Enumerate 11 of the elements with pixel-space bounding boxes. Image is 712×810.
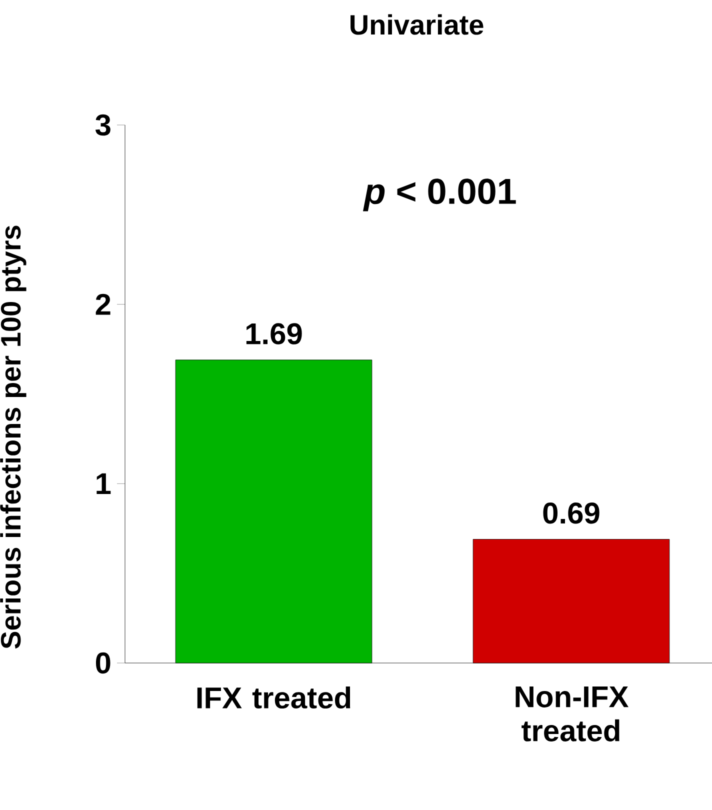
data-label: 0.69 [543,502,600,524]
x-tick-label: Non-IFX treated [516,686,628,742]
y-axis-title: Serious infections per 100 ptyrs [0,226,26,649]
annotation: p < 0.001 [363,178,516,212]
y-tick-label: 3 [95,114,110,136]
x-tick-label: IFX treated [197,686,350,709]
y-tick-label: 0 [96,652,110,674]
data-label: 1.69 [246,323,302,344]
y-tick-label: 1 [96,473,111,494]
chart-title: Univariate [350,14,484,35]
y-tick-label: 2 [96,294,110,315]
